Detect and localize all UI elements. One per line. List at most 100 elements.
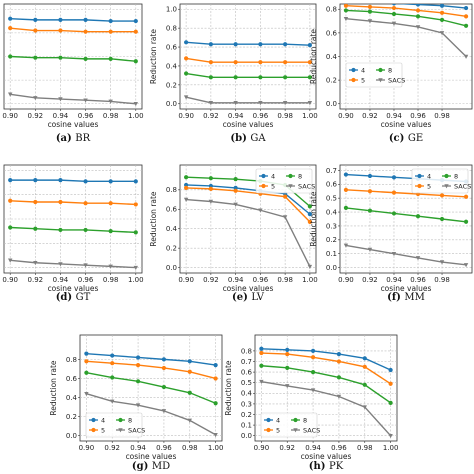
y-tick-label: 0.1 xyxy=(241,422,252,430)
data-point-8 xyxy=(108,229,113,234)
data-point-8 xyxy=(285,365,290,370)
series-line-8 xyxy=(345,9,467,27)
series-line-4 xyxy=(10,18,136,22)
chart-panel-br: 0.90 0.92 0.94 0.96 0.98 1.00 cosine values (a)… xyxy=(2,3,144,144)
y-axis-label: Reduction rate xyxy=(149,191,158,246)
data-point-5 xyxy=(133,29,138,34)
data-point-4 xyxy=(367,173,373,179)
legend-marker-4 xyxy=(261,173,266,179)
data-point-5 xyxy=(367,189,373,194)
legend-marker-4 xyxy=(417,173,422,179)
data-point-4 xyxy=(388,367,393,373)
x-tick-label: 0.94 xyxy=(53,112,69,120)
series-group xyxy=(343,4,469,59)
data-point-4 xyxy=(108,18,113,24)
data-point-sacs xyxy=(307,264,313,270)
data-point-5 xyxy=(439,193,445,198)
series-line-sacs xyxy=(261,380,392,437)
series-line-sacs xyxy=(10,259,136,269)
data-point-sacs xyxy=(233,101,238,106)
y-tick-label: 0.8 xyxy=(326,6,337,14)
data-point-sacs xyxy=(307,101,313,106)
legend-label-4: 4 xyxy=(101,416,105,424)
data-point-sacs xyxy=(282,101,288,106)
data-point-sacs xyxy=(415,25,421,30)
caption-name: LV xyxy=(251,292,264,303)
series-line-sacs xyxy=(10,93,136,105)
series-group xyxy=(183,40,313,106)
data-point-5 xyxy=(307,60,312,65)
chart-panel-mm: 0.0 0.1 0.2 0.3 0.4 0.5 0.6 0.7 0.90 0.92 0.94 0.96… xyxy=(309,164,473,303)
data-point-sacs xyxy=(83,98,88,103)
data-point-sacs xyxy=(285,384,290,389)
x-tick-label: 1.00 xyxy=(208,444,224,452)
panel-caption: (f) MM xyxy=(387,292,425,303)
data-point-8 xyxy=(8,54,13,59)
series-line-8 xyxy=(345,207,467,223)
data-point-4 xyxy=(336,351,342,357)
data-point-5 xyxy=(184,185,189,190)
data-point-4 xyxy=(258,42,263,47)
series-line-sacs xyxy=(185,96,310,104)
caption-letter: (f) xyxy=(387,292,404,303)
data-point-8 xyxy=(391,11,397,17)
y-tick-label: 0.4 xyxy=(326,208,338,216)
x-tick-label: 0.92 xyxy=(203,276,219,284)
data-point-5 xyxy=(187,369,192,374)
x-tick-label: 0.96 xyxy=(410,112,426,120)
data-point-sacs xyxy=(310,388,316,393)
data-point-sacs xyxy=(343,243,349,248)
data-point-5 xyxy=(391,190,397,195)
panel-caption: (b) GA xyxy=(230,133,266,144)
data-point-4 xyxy=(83,179,88,184)
y-axis-label: Reduction rate xyxy=(49,360,58,415)
data-point-4 xyxy=(58,17,63,22)
data-point-8 xyxy=(33,55,38,60)
series-line-4 xyxy=(86,352,216,366)
data-point-8 xyxy=(343,205,349,210)
panel-caption: (a) BR xyxy=(56,133,91,144)
series-line-8 xyxy=(86,372,216,404)
data-point-sacs xyxy=(33,260,38,266)
legend-marker-sacs xyxy=(444,184,449,189)
y-tick-label: 0.7 xyxy=(241,358,252,366)
data-point-8 xyxy=(110,375,115,380)
legend-label-5: 5 xyxy=(101,426,105,434)
caption-letter: (e) xyxy=(232,292,251,303)
y-axis-label: Reduction rate xyxy=(309,29,318,84)
data-point-8 xyxy=(83,56,88,61)
x-tick-label: 0.96 xyxy=(331,444,347,452)
data-point-5 xyxy=(367,4,373,9)
chart-panel-pk: 0.0 0.1 0.2 0.3 0.4 0.5 0.6 0.7 0.8 0.90 0.92 0.94 0… xyxy=(224,334,398,472)
x-axis-label: cosine values xyxy=(301,452,352,461)
chart-panel-lv: 0.0 0.2 0.4 0.6 0.8 0.90 0.92 0.94 0.96 0.98 1.00 c… xyxy=(149,164,318,303)
data-point-8 xyxy=(362,382,367,387)
data-point-sacs xyxy=(183,95,189,100)
y-tick-label: 0.0 xyxy=(241,432,252,440)
data-point-5 xyxy=(110,361,115,366)
data-point-8 xyxy=(310,370,316,375)
x-tick-label: 0.96 xyxy=(156,444,172,452)
data-point-5 xyxy=(213,376,218,381)
data-point-5 xyxy=(84,359,89,364)
series-line-5 xyxy=(186,187,311,223)
data-point-4 xyxy=(285,347,290,352)
y-tick-label: 0.6 xyxy=(166,43,178,51)
data-point-4 xyxy=(161,357,167,362)
x-tick-label: 1.00 xyxy=(302,276,318,284)
data-point-8 xyxy=(58,227,63,233)
data-point-5 xyxy=(58,28,63,33)
data-point-5 xyxy=(233,188,238,193)
x-tick-label: 0.92 xyxy=(28,112,44,120)
data-point-8 xyxy=(367,208,373,213)
y-tick-label: 0.6 xyxy=(326,29,338,37)
series-line-4 xyxy=(186,184,311,215)
data-point-4 xyxy=(8,16,13,21)
data-point-8 xyxy=(83,227,88,233)
data-point-4 xyxy=(362,356,367,361)
y-tick-label: 0.4 xyxy=(326,53,338,61)
legend: 4 5 8 SACS xyxy=(85,412,145,438)
data-point-8 xyxy=(108,56,113,61)
data-point-5 xyxy=(135,363,141,368)
